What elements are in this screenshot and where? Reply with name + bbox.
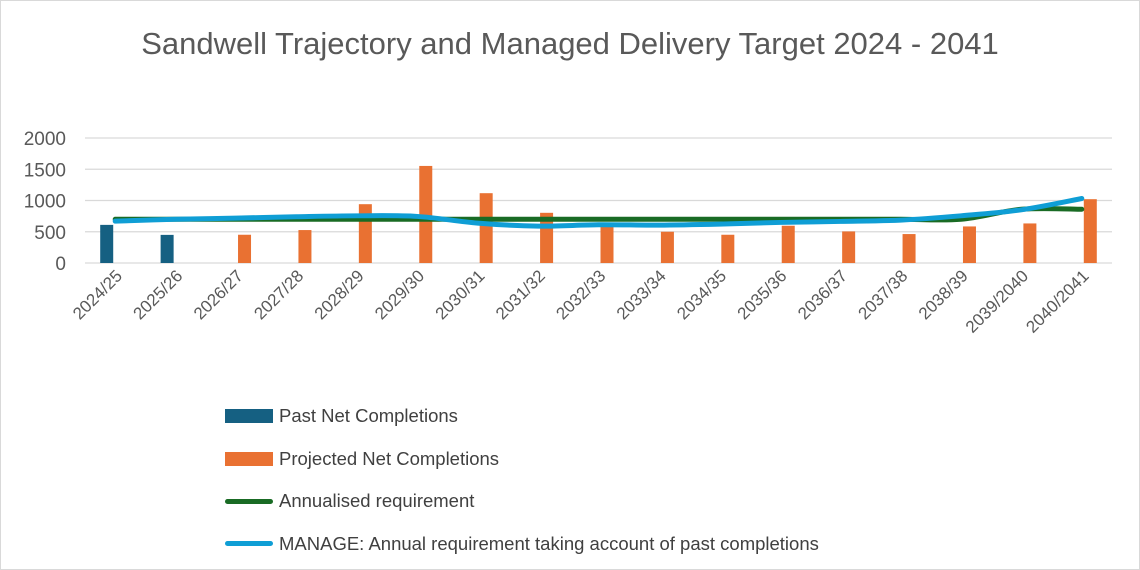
- x-tick-label: 2033/34: [613, 266, 670, 323]
- bar-projected: [781, 225, 795, 263]
- legend-label: Past Net Completions: [279, 405, 458, 427]
- x-tick-label: 2030/31: [432, 266, 489, 323]
- x-tick-label: 2028/29: [311, 266, 368, 323]
- x-tick-label: 2031/32: [492, 266, 549, 323]
- bar-projected: [238, 234, 252, 263]
- x-tick-label: 2024/25: [69, 266, 126, 323]
- bar-projected: [600, 225, 614, 263]
- line-manage-requirement: [112, 196, 1085, 229]
- bar-projected: [721, 234, 735, 263]
- bar-projected: [419, 165, 433, 263]
- x-tick-label: 2038/39: [915, 266, 972, 323]
- y-tick-label: 1000: [24, 192, 66, 213]
- bar-projected: [902, 234, 916, 263]
- x-tick-label: 2029/30: [371, 266, 428, 323]
- legend-item: Projected Net Completions: [225, 438, 819, 481]
- x-tick-label: 2035/36: [734, 266, 791, 323]
- legend-item: Past Net Completions: [225, 395, 819, 438]
- legend-item: Annualised requirement: [225, 480, 819, 523]
- bar-projected: [660, 231, 674, 263]
- legend-item: MANAGE: Annual requirement taking accoun…: [225, 523, 819, 566]
- x-tick-label: 2039/2040: [962, 266, 1032, 336]
- x-tick-label: 2027/28: [250, 266, 307, 323]
- y-tick-label: 0: [55, 254, 66, 275]
- x-tick-label: 2037/38: [854, 266, 911, 323]
- bar-projected: [358, 204, 372, 263]
- legend-swatch: [225, 451, 273, 466]
- y-tick-label: 2000: [24, 129, 66, 150]
- x-tick-label: 2025/26: [130, 266, 187, 323]
- bar-projected: [1023, 223, 1037, 263]
- x-tick-label: 2034/35: [673, 266, 730, 323]
- y-tick-label: 1500: [24, 160, 66, 181]
- legend-swatch: [225, 409, 273, 424]
- y-tick-label: 500: [34, 223, 66, 244]
- legend-swatch: [225, 541, 273, 547]
- bar-projected: [962, 226, 976, 263]
- legend-label: Annualised requirement: [279, 490, 475, 512]
- chart-title: Sandwell Trajectory and Managed Delivery…: [141, 26, 999, 61]
- bar-projected: [842, 231, 856, 263]
- legend-label: MANAGE: Annual requirement taking accoun…: [279, 532, 819, 554]
- x-tick-label: 2040/2041: [1022, 266, 1092, 336]
- bar-past: [160, 234, 174, 263]
- bar-past: [100, 224, 114, 263]
- legend-swatch: [225, 498, 273, 504]
- legend: Past Net Completions Projected Net Comple…: [225, 395, 819, 565]
- bar-projected: [1083, 199, 1097, 263]
- x-tick-label: 2032/33: [552, 266, 609, 323]
- legend-label: Projected Net Completions: [279, 447, 500, 469]
- x-tick-label: 2026/27: [190, 266, 247, 323]
- bar-projected: [298, 230, 312, 263]
- bar-projected: [479, 193, 493, 263]
- x-tick-label: 2036/37: [794, 266, 851, 323]
